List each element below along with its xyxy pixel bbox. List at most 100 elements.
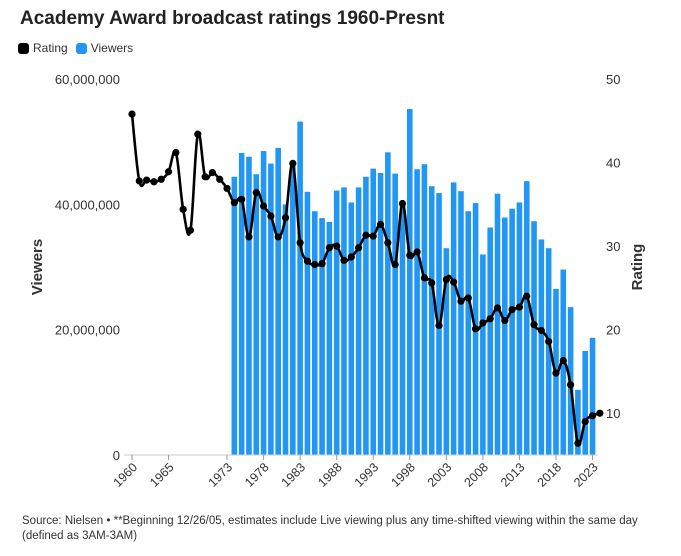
viewers-bar-2004 — [450, 182, 457, 455]
rating-point-1979 — [267, 212, 275, 220]
left-tick-label: 60,000,000 — [55, 72, 120, 87]
legend-item-rating[interactable]: Rating — [18, 41, 68, 55]
viewers-bar-2006 — [465, 211, 472, 455]
viewers-bar-1975 — [238, 152, 245, 455]
viewers-bar-2021 — [575, 389, 581, 455]
rating-point-2008 — [479, 319, 487, 327]
viewers-bar-1974 — [231, 176, 238, 455]
left-tick-label: 40,000,000 — [55, 197, 120, 212]
viewers-bar-1998 — [406, 109, 413, 455]
viewers-bar-2016 — [538, 239, 545, 455]
rating-point-2022 — [581, 417, 589, 426]
rating-point-1961 — [135, 177, 143, 185]
viewers-bar-1979 — [268, 163, 274, 455]
rating-point-1996 — [391, 260, 399, 269]
x-tick-label: 1998 — [388, 460, 418, 490]
viewers-bar-2005 — [458, 191, 464, 456]
rating-point-1994 — [376, 220, 385, 228]
viewers-bar-1984 — [304, 191, 311, 456]
footer-line-2: (defined as 3AM-3AM) — [22, 530, 138, 542]
rating-point-1993 — [369, 232, 377, 240]
rating-point-1967 — [179, 205, 187, 213]
viewers-bar-2017 — [545, 248, 552, 455]
rating-point-1981 — [281, 214, 290, 222]
rating-point-1976 — [245, 233, 253, 241]
x-tick-label: 1960 — [111, 460, 141, 490]
viewers-bar-1985 — [311, 211, 318, 455]
viewers-bar-1978 — [260, 151, 267, 455]
x-tick-label: 1988 — [315, 460, 345, 490]
viewers-bar-2003 — [443, 248, 450, 455]
x-tick-label: 1978 — [242, 460, 272, 490]
legend-viewers-label: Viewers — [90, 41, 134, 55]
rating-point-1999 — [413, 248, 421, 256]
viewers-bar-1996 — [392, 173, 398, 455]
rating-point-2015 — [530, 321, 538, 329]
rating-point-1977 — [252, 189, 260, 197]
viewers-bar-2014 — [523, 181, 530, 455]
viewers-bar-1991 — [355, 187, 362, 455]
viewers-bar-1989 — [341, 187, 347, 455]
footer-source: Source: Nielsen • **Beginning 12/26/05, … — [22, 514, 672, 544]
viewers-bar-1994 — [377, 173, 384, 455]
viewers-bar-1977 — [253, 174, 260, 455]
x-tick-label: 2013 — [498, 460, 528, 490]
rating-point-2005 — [457, 297, 465, 305]
rating-point-1970 — [201, 173, 209, 181]
rating-point-1988 — [333, 242, 341, 250]
rating-point-1978 — [259, 202, 268, 210]
rating-line — [128, 110, 604, 447]
rating-point-2010 — [493, 304, 502, 312]
rating-point-1973 — [223, 184, 231, 193]
right-tick-label: 50 — [606, 72, 620, 87]
rating-point-1998 — [406, 251, 414, 259]
rating-swatch-icon — [18, 42, 29, 54]
chart-title: Academy Award broadcast ratings 1960-Pre… — [20, 8, 445, 29]
rating-point-2014 — [523, 292, 531, 300]
viewers-bar-2008 — [480, 254, 486, 455]
rating-point-1972 — [216, 175, 224, 183]
rating-point-1969 — [194, 130, 202, 138]
y-left-axis-title: Viewers — [29, 239, 46, 295]
rating-point-1983 — [296, 239, 304, 247]
right-tick-label: 20 — [606, 323, 620, 338]
viewers-bar-2013 — [516, 202, 523, 455]
rating-point-1987 — [325, 244, 333, 252]
rating-point-2024 — [596, 409, 604, 417]
rating-point-1995 — [384, 239, 392, 247]
x-tick-label: 1973 — [206, 460, 236, 490]
viewers-bar-2015 — [531, 221, 537, 455]
viewers-bar-1987 — [326, 221, 333, 455]
rating-point-1997 — [398, 199, 407, 208]
right-tick-label: 30 — [606, 239, 620, 254]
viewers-bar-1997 — [399, 203, 406, 455]
rating-point-2004 — [450, 278, 458, 286]
viewers-bar-1980 — [275, 147, 281, 455]
rating-point-1990 — [347, 253, 355, 261]
x-tick-label: 1993 — [352, 460, 382, 490]
viewers-bar-1995 — [385, 152, 391, 455]
rating-point-1963 — [150, 178, 158, 186]
rating-point-1991 — [355, 244, 363, 252]
viewers-bar-2000 — [421, 164, 428, 456]
rating-point-1980 — [274, 233, 282, 241]
rating-point-2001 — [428, 279, 436, 287]
legend-item-viewers[interactable]: Viewers — [75, 41, 134, 55]
rating-point-2016 — [537, 326, 545, 335]
x-tick-label: 2008 — [461, 460, 491, 490]
rating-point-1968 — [186, 226, 195, 234]
left-tick-label: 20,000,000 — [55, 323, 120, 338]
rating-point-1965 — [164, 168, 173, 176]
right-tick-label: 10 — [606, 406, 620, 421]
viewers-bar-1999 — [414, 169, 420, 456]
rating-point-2019 — [559, 356, 567, 365]
viewers-bar-1988 — [333, 190, 340, 456]
legend-rating-label: Rating — [33, 41, 68, 55]
rating-point-2021 — [574, 439, 582, 447]
x-tick-label: 2018 — [535, 460, 565, 490]
viewers-bar-2023 — [589, 337, 596, 455]
y-right-axis-title: Rating — [629, 244, 646, 291]
rating-point-1960 — [128, 110, 136, 118]
rating-point-2011 — [501, 316, 509, 325]
rating-point-1985 — [311, 260, 319, 269]
